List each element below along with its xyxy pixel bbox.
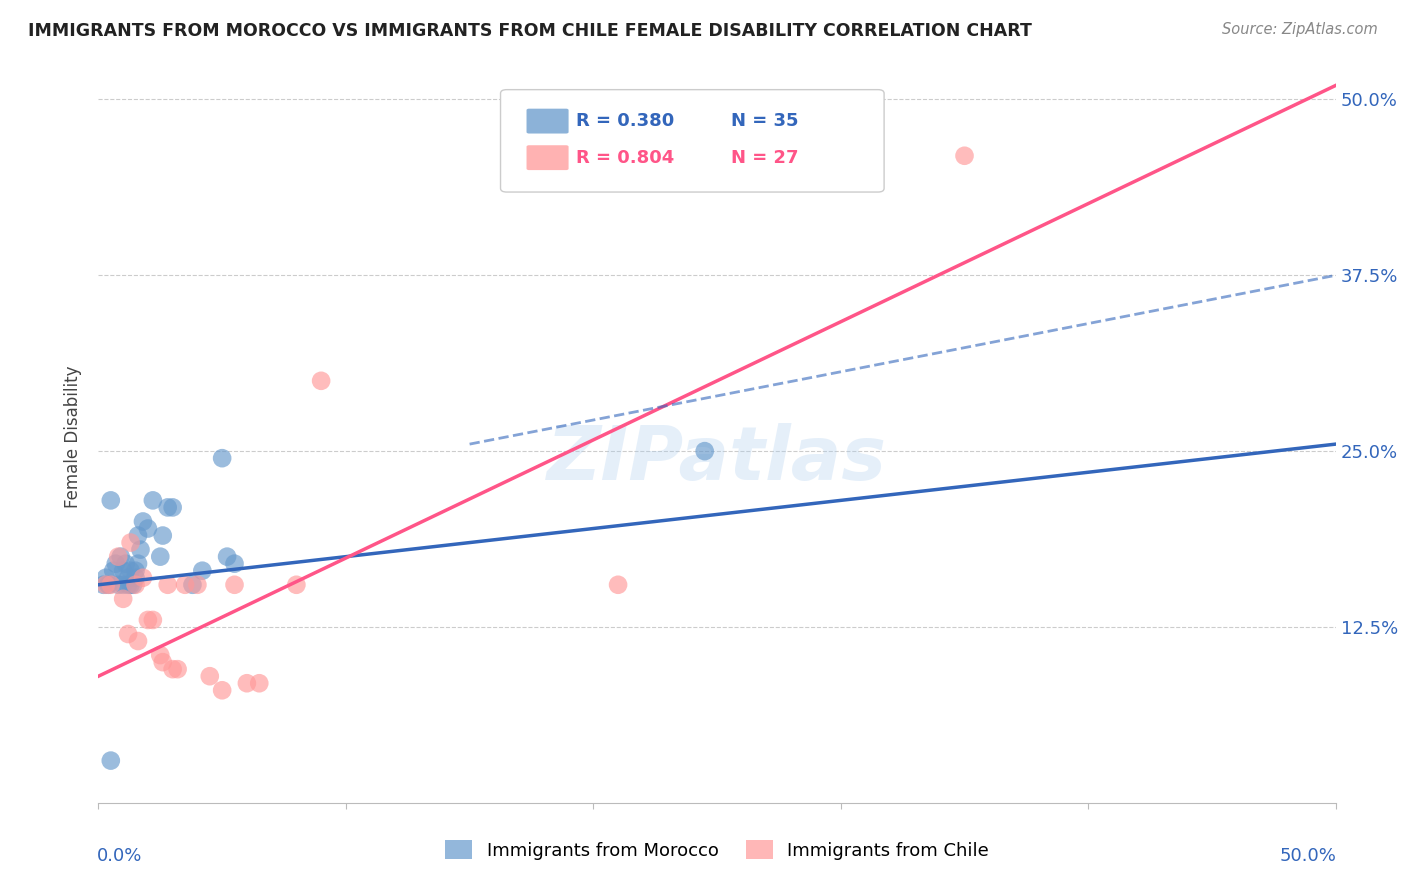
Point	[156, 500, 179, 515]
Text: Source: ZipAtlas.com: Source: ZipAtlas.com	[1222, 22, 1378, 37]
Point	[110, 549, 132, 564]
Point	[117, 578, 139, 592]
Legend: Immigrants from Morocco, Immigrants from Chile: Immigrants from Morocco, Immigrants from…	[437, 833, 997, 867]
Text: R = 0.804: R = 0.804	[576, 149, 675, 167]
Point	[162, 662, 184, 676]
Point	[166, 662, 188, 676]
Point	[127, 557, 149, 571]
Point	[124, 564, 146, 578]
Text: 0.0%: 0.0%	[97, 847, 142, 864]
Point	[100, 493, 122, 508]
Point	[117, 571, 139, 585]
Point	[127, 528, 149, 542]
Point	[191, 564, 214, 578]
Point	[186, 578, 208, 592]
FancyBboxPatch shape	[526, 145, 568, 170]
Point	[149, 549, 172, 564]
Point	[112, 578, 135, 592]
Point	[107, 578, 129, 592]
Point	[114, 557, 136, 571]
Point	[132, 515, 155, 529]
Point	[174, 578, 197, 592]
Point	[94, 571, 117, 585]
Point	[100, 754, 122, 768]
Text: R = 0.380: R = 0.380	[576, 112, 675, 130]
Y-axis label: Female Disability: Female Disability	[65, 366, 83, 508]
Point	[247, 676, 270, 690]
Point	[132, 571, 155, 585]
Text: ZIPatlas: ZIPatlas	[547, 423, 887, 496]
Point	[129, 542, 152, 557]
Point	[211, 451, 233, 466]
Point	[93, 578, 115, 592]
Text: N = 27: N = 27	[731, 149, 799, 167]
Point	[149, 648, 172, 662]
Point	[117, 627, 139, 641]
Point	[124, 578, 146, 592]
Point	[107, 549, 129, 564]
Point	[120, 535, 142, 549]
FancyBboxPatch shape	[526, 109, 568, 134]
Point	[97, 578, 120, 592]
Point	[285, 578, 308, 592]
Point	[953, 149, 976, 163]
Point	[127, 634, 149, 648]
Point	[120, 578, 142, 592]
Point	[693, 444, 716, 458]
Point	[124, 571, 146, 585]
Point	[136, 521, 159, 535]
Text: 50.0%: 50.0%	[1279, 847, 1337, 864]
Point	[112, 591, 135, 606]
Point	[217, 549, 239, 564]
Point	[112, 564, 135, 578]
Point	[103, 564, 125, 578]
Text: N = 35: N = 35	[731, 112, 799, 130]
Point	[181, 578, 204, 592]
Point	[152, 655, 174, 669]
Point	[100, 578, 122, 592]
Point	[198, 669, 221, 683]
Point	[104, 557, 127, 571]
FancyBboxPatch shape	[501, 90, 884, 192]
Point	[142, 613, 165, 627]
Point	[224, 557, 246, 571]
Point	[236, 676, 259, 690]
Text: IMMIGRANTS FROM MOROCCO VS IMMIGRANTS FROM CHILE FEMALE DISABILITY CORRELATION C: IMMIGRANTS FROM MOROCCO VS IMMIGRANTS FR…	[28, 22, 1032, 40]
Point	[224, 578, 246, 592]
Point	[162, 500, 184, 515]
Point	[122, 578, 145, 592]
Point	[94, 578, 117, 592]
Point	[142, 493, 165, 508]
Point	[120, 564, 142, 578]
Point	[309, 374, 332, 388]
Point	[211, 683, 233, 698]
Point	[152, 528, 174, 542]
Point	[607, 578, 630, 592]
Point	[156, 578, 179, 592]
Point	[136, 613, 159, 627]
